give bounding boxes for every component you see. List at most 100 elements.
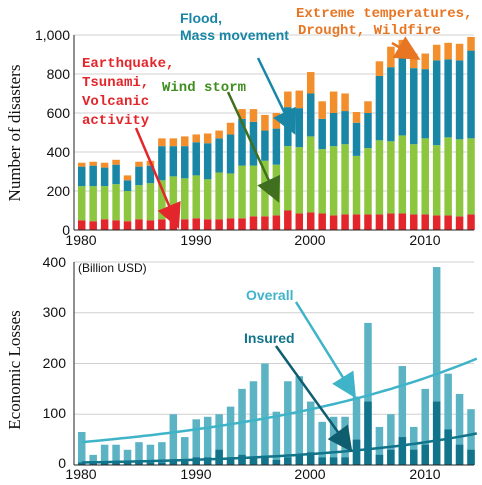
disaster-bar-segment [226, 173, 235, 219]
disaster-bar-segment [100, 162, 109, 168]
disaster-bar-segment [135, 219, 143, 230]
insured-loss-bar [364, 401, 372, 465]
overall-loss-bar [112, 444, 120, 465]
insured-loss-bar [169, 459, 178, 465]
disaster-bar-segment [306, 136, 315, 213]
top-xtick: 2000 [294, 232, 325, 248]
disaster-bar-segment [181, 136, 189, 147]
disaster-bar-segment [432, 215, 441, 230]
disaster-bar-segment [295, 90, 304, 109]
disaster-bar-segment [169, 146, 178, 177]
bottom-ytick: 400 [43, 254, 67, 270]
disaster-bar-segment [203, 133, 212, 144]
disaster-bar-segment [387, 67, 395, 142]
disaster-bar-segment [352, 122, 361, 156]
disaster-bar-segment [249, 109, 258, 122]
disaster-bar-segment [261, 216, 269, 230]
overall-loss-bar [89, 454, 97, 465]
disaster-bar-segment [284, 146, 292, 211]
insured-loss-bar [261, 457, 269, 465]
unit-label: (Billion USD) [78, 261, 147, 275]
top-ytick: 1,000 [35, 27, 70, 43]
disaster-bar-segment [364, 214, 372, 230]
overall-loss-bar [100, 444, 109, 465]
overall-loss-bar [467, 409, 475, 465]
bottom-ytick: 300 [43, 304, 67, 320]
insured-loss-bar [352, 439, 361, 465]
disaster-bar-segment [352, 214, 361, 230]
insured-loss-bar [432, 401, 441, 465]
insured-loss-bar [181, 459, 189, 465]
disaster-bar-segment [112, 184, 120, 221]
disaster-bar-segment [306, 72, 315, 94]
wind-storm-label: Wind storm [162, 80, 246, 96]
disaster-bar-segment [295, 108, 304, 148]
disaster-bar-segment [306, 212, 315, 230]
disaster-bar-segment [467, 138, 475, 215]
overall-loss-bar [77, 432, 86, 465]
insured-loss-bar [192, 457, 200, 465]
flood-arrow [256, 57, 296, 135]
disaster-bar-segment [89, 221, 97, 230]
insured-loss-bar [306, 452, 315, 465]
extreme-temp-label: Extreme temperatures, [296, 6, 472, 22]
overall-loss-bar [249, 381, 258, 465]
top-xtick: 2010 [409, 232, 440, 248]
disaster-bar-segment [169, 138, 178, 147]
disaster-bar-segment [158, 138, 166, 147]
disaster-bar-segment [249, 165, 258, 217]
disaster-bar-segment [364, 101, 372, 113]
overall-loss-bar [364, 322, 372, 465]
disaster-bar-segment [318, 101, 326, 119]
losses-chart: 0 100 200 300 400 1980 1990 2000 2010 Ec… [5, 254, 478, 482]
overall-loss-bar [284, 381, 292, 465]
disaster-bar-segment [158, 219, 166, 230]
disaster-bar-segment [432, 44, 441, 61]
disaster-bar-segment [181, 219, 189, 230]
disaster-bar-segment [410, 144, 418, 215]
disaster-bar-segment [329, 146, 338, 216]
insured-loss-bar [215, 449, 223, 465]
extreme-temp-arrow [391, 36, 421, 60]
disaster-bar-segment [467, 50, 475, 139]
disaster-bar-segment [295, 213, 304, 230]
disaster-bar-segment [123, 191, 132, 222]
disaster-bar-segment [455, 60, 464, 140]
overall-loss-bar [123, 449, 132, 465]
overall-loss-bar [306, 401, 315, 465]
disaster-bar-segment [318, 149, 326, 214]
disaster-bar-segment [77, 220, 86, 230]
insured-loss-bar [123, 462, 132, 465]
disaster-bar-segment [455, 43, 464, 61]
disaster-bar-segment [158, 146, 166, 181]
disaster-bar-segment [387, 213, 395, 230]
overall-loss-bar [375, 426, 384, 465]
insured-loss-bar [89, 463, 97, 465]
disaster-bar-segment [192, 142, 200, 176]
disaster-bar-segment [123, 221, 132, 230]
overall-loss-bar [203, 416, 212, 465]
bottom-trend-lines [81, 357, 478, 464]
disaster-bar-segment [123, 175, 132, 181]
disaster-bar-segment [238, 118, 246, 166]
disaster-bar-segment [146, 165, 155, 184]
insured-loss-bar [387, 449, 395, 465]
disaster-bar-segment [203, 219, 212, 230]
bottom-xtick: 2000 [294, 466, 325, 482]
insured-loss-bar [421, 444, 429, 465]
overall-loss-bar [226, 406, 235, 465]
insured-label: Insured [244, 330, 295, 346]
disaster-bar-segment [398, 135, 407, 214]
bottom-ytick: 200 [43, 355, 67, 371]
disaster-bar-segment [146, 220, 155, 230]
earthquake-label: activity [82, 113, 150, 129]
bottom-ytick: 100 [43, 405, 67, 421]
bottom-y-axis-label: Economic Losses [5, 310, 24, 429]
wind-storm-arrow [226, 91, 281, 203]
disaster-bar-segment [192, 175, 200, 219]
disaster-bar-segment [306, 93, 315, 137]
top-xtick: 1980 [65, 232, 96, 248]
insured-loss-bar [341, 457, 349, 465]
disaster-bar-segment [100, 219, 109, 230]
earthquake-label: Volcanic [82, 94, 149, 110]
